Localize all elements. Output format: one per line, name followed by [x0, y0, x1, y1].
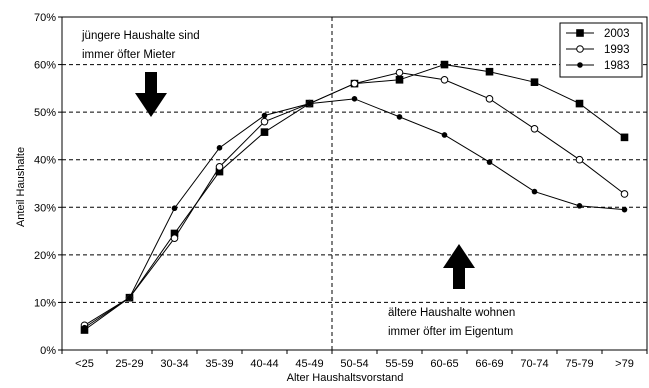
arrow-up-icon — [443, 244, 475, 289]
x-tick-label: 66-69 — [475, 358, 503, 370]
data-point-2003 — [575, 99, 584, 108]
legend-box — [559, 22, 643, 78]
data-point-1993 — [260, 117, 269, 126]
data-point-1983 — [81, 324, 88, 331]
data-point-1993 — [170, 234, 179, 243]
y-tick-label: 60% — [34, 60, 56, 72]
y-tick-label: 20% — [34, 250, 56, 262]
data-point-1983 — [126, 294, 133, 301]
legend-marker-1983 — [577, 62, 583, 68]
x-tick-label: 25-29 — [115, 358, 143, 370]
legend-label-2003: 2003 — [604, 28, 630, 40]
legend-marker-2003 — [576, 29, 584, 37]
y-tick-label: 40% — [34, 155, 56, 167]
x-tick-label: 45-49 — [295, 358, 323, 370]
series-line-1983 — [84, 98, 625, 329]
data-point-2003 — [620, 133, 629, 142]
legend-label-1993: 1993 — [604, 44, 630, 56]
legend-label-1983: 1983 — [604, 60, 630, 72]
x-tick-label: 55-59 — [385, 358, 413, 370]
data-point-1983 — [531, 188, 538, 195]
data-point-1993 — [485, 95, 494, 103]
data-point-1983 — [396, 114, 403, 120]
legend-marker-1993 — [576, 45, 584, 53]
data-point-1983 — [576, 203, 583, 209]
data-point-1993 — [395, 68, 404, 77]
annotation-young-line1: jüngere Haushalte sind — [81, 30, 200, 42]
series-line-2003 — [84, 64, 625, 331]
y-tick-label: 30% — [34, 202, 56, 214]
data-point-2003 — [260, 128, 269, 136]
x-tick-label: >79 — [615, 358, 634, 370]
arrow-down-icon — [135, 72, 167, 117]
data-point-2003 — [440, 60, 449, 69]
x-tick-label: 70-74 — [520, 358, 548, 370]
annotation-young-line2: immer öfter Mieter — [82, 49, 175, 61]
series-layer — [80, 60, 629, 334]
y-tick-label: 70% — [34, 12, 56, 24]
series-line-1993 — [84, 72, 625, 326]
data-point-1983 — [216, 145, 223, 151]
data-point-1993 — [620, 190, 629, 198]
data-point-2003 — [215, 167, 224, 176]
y-tick-label: 0% — [40, 345, 56, 357]
x-tick-label: 30-34 — [160, 358, 188, 370]
series-1983 — [81, 96, 628, 331]
data-point-2003 — [170, 229, 179, 238]
series-1993 — [80, 68, 629, 330]
data-point-2003 — [395, 75, 404, 84]
data-point-1983 — [486, 159, 493, 165]
data-point-1983 — [171, 205, 178, 212]
y-axis-ticks: 0% 10% 20% 30% 40% 50% 60% 70% — [34, 12, 62, 357]
legend-items: 2003 1993 1983 — [566, 28, 630, 72]
y-axis-title: Anteil Haushalte — [15, 147, 27, 227]
data-point-2003 — [485, 67, 494, 76]
data-point-1993 — [350, 79, 359, 88]
annotation-old-line1: ältere Haushalte wohnen — [388, 307, 515, 319]
data-point-1983 — [351, 96, 358, 102]
data-point-1993 — [575, 155, 584, 164]
plot-frame — [61, 16, 648, 351]
data-point-1993 — [530, 124, 539, 133]
series-2003 — [80, 60, 629, 334]
data-point-2003 — [530, 78, 539, 86]
y-tick-label: 10% — [34, 297, 56, 309]
x-tick-label: 60-65 — [430, 358, 458, 370]
annotation-old-line2: immer öfter im Eigentum — [388, 326, 513, 338]
x-axis-ticks: <25 25-29 30-34 35-39 40-44 45-49 50-54 55-59 60… — [61, 350, 648, 370]
y-tick-label: 50% — [34, 107, 56, 119]
data-point-1983 — [441, 132, 448, 138]
data-point-1983 — [306, 100, 313, 107]
x-tick-label: 50-54 — [340, 358, 368, 370]
x-tick-label: 40-44 — [250, 358, 278, 370]
grid-layer — [62, 17, 647, 350]
x-tick-label: 75-79 — [565, 358, 593, 370]
legend: 2003 1993 1983 — [559, 22, 643, 78]
data-point-1993 — [215, 163, 224, 171]
data-point-1983 — [621, 206, 628, 213]
data-point-1993 — [440, 75, 449, 84]
data-point-1983 — [261, 112, 268, 119]
x-axis-title: Alter Haushaltsvorstand — [287, 372, 404, 383]
x-tick-label: <25 — [75, 358, 94, 370]
x-tick-label: 35-39 — [205, 358, 233, 370]
